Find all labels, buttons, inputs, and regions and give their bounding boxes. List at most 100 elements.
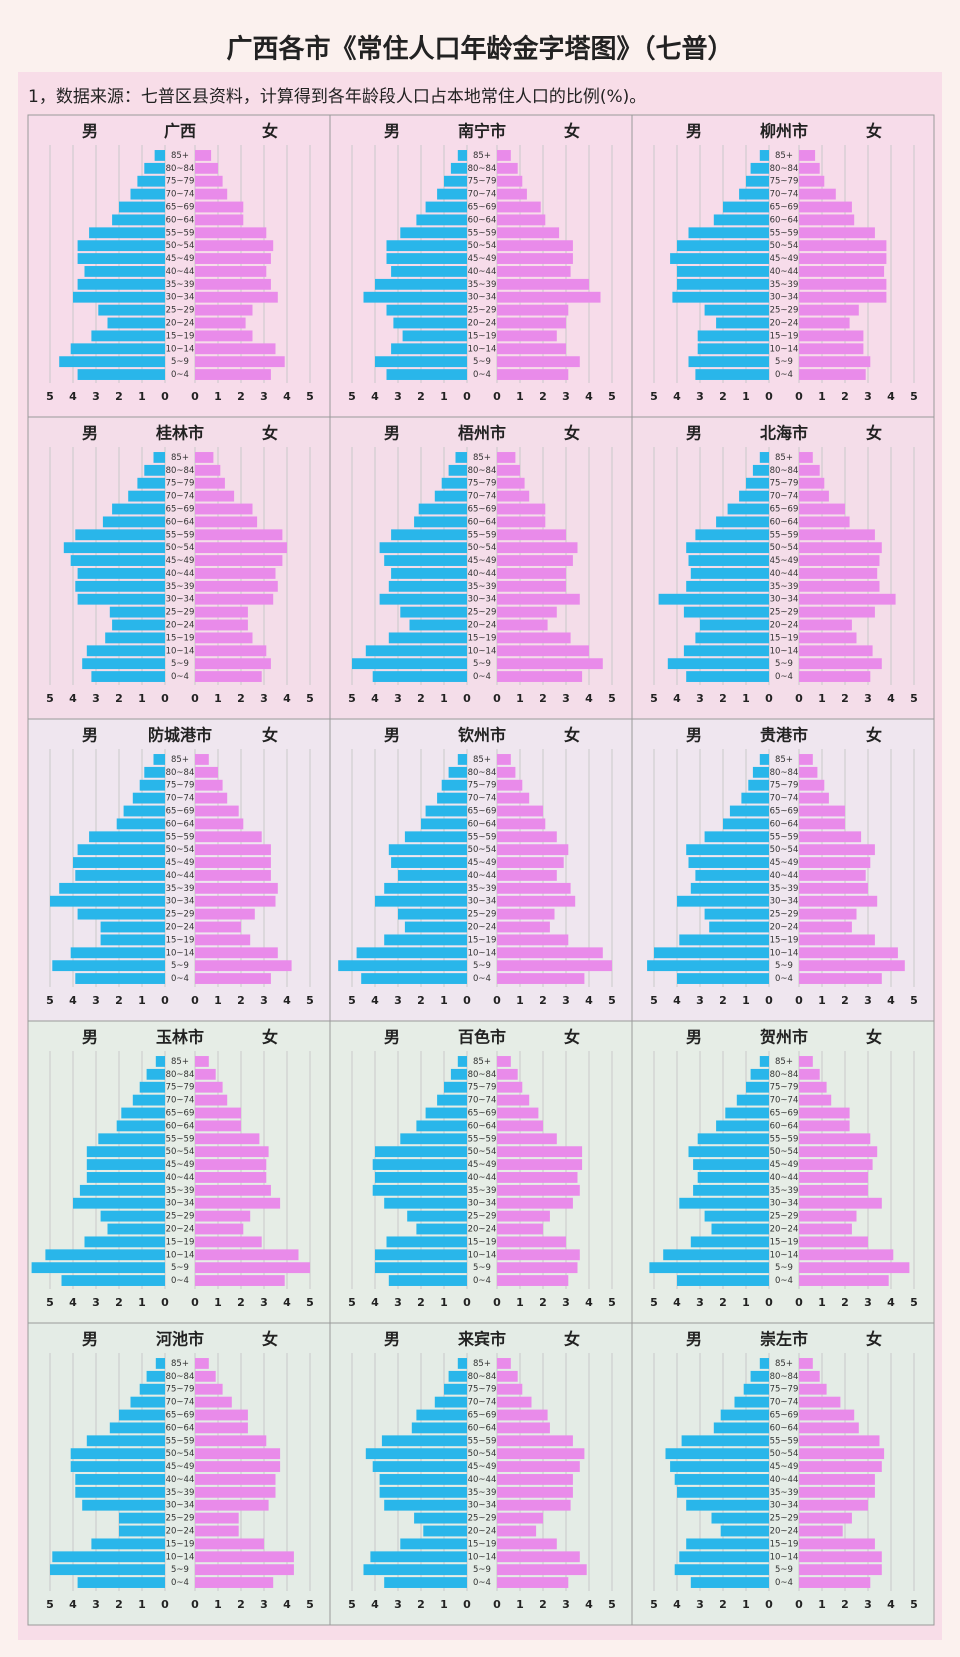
- x-tick-label: 3: [696, 1296, 704, 1309]
- x-tick-label: 4: [283, 692, 291, 705]
- series-label: 男: [82, 1028, 98, 1047]
- male-bar: [686, 844, 769, 856]
- female-bar: [497, 150, 511, 161]
- female-bar: [497, 831, 557, 843]
- male-bar: [391, 568, 467, 579]
- x-tick-label: 3: [394, 994, 402, 1007]
- age-label: 45~49: [468, 858, 497, 868]
- x-tick-label: 5: [348, 1296, 356, 1309]
- age-label: 20~24: [468, 319, 497, 329]
- x-tick-label: 3: [92, 692, 100, 705]
- x-tick-label: 4: [371, 1598, 379, 1611]
- male-bar: [146, 1068, 165, 1080]
- female-bar: [497, 606, 557, 618]
- female-bar: [497, 1172, 578, 1183]
- male-bar: [386, 369, 467, 380]
- pyramid-panel: 0 0 1 1 2 2 3 3 4 4 5 5 男 玉林市 女 85+ 80~84 75~79 70~74 65~69…: [27, 1020, 331, 1324]
- age-label: 10~14: [770, 1250, 799, 1260]
- female-bar: [497, 870, 557, 881]
- male-bar: [372, 1159, 467, 1170]
- age-label: 85+: [171, 453, 189, 463]
- female-bar: [195, 947, 278, 959]
- age-label: 80~84: [770, 466, 799, 476]
- male-bar: [386, 304, 467, 316]
- male-bar: [400, 1133, 467, 1145]
- x-tick-label: 1: [214, 390, 222, 403]
- male-bar: [695, 369, 769, 380]
- male-bar: [409, 619, 467, 631]
- female-bar: [195, 330, 253, 342]
- female-bar: [497, 1551, 580, 1563]
- x-tick-label: 4: [283, 994, 291, 1007]
- male-bar: [450, 162, 467, 174]
- x-tick-label: 1: [516, 692, 524, 705]
- male-bar: [402, 330, 467, 342]
- female-bar: [195, 464, 221, 476]
- male-bar: [105, 632, 165, 644]
- female-bar: [195, 1370, 216, 1382]
- male-bar: [759, 754, 769, 765]
- pyramid-panel: 0 0 1 1 2 2 3 3 4 4 5 5 男 崇左市 女 85+ 80~84 75~79 70~74 65~69…: [631, 1322, 935, 1626]
- age-label: 15~19: [468, 1237, 497, 1247]
- female-bar: [195, 960, 292, 972]
- female-bar: [195, 1474, 276, 1485]
- female-bar: [799, 542, 882, 554]
- male-bar: [144, 162, 165, 174]
- female-bar: [799, 766, 818, 778]
- x-tick-label: 4: [69, 390, 77, 403]
- age-label: 40~44: [468, 871, 497, 881]
- age-label: 10~14: [166, 646, 195, 656]
- male-bar: [697, 1172, 769, 1183]
- male-bar: [73, 1197, 165, 1209]
- x-tick-label: 3: [562, 390, 570, 403]
- x-tick-label: 4: [69, 1598, 77, 1611]
- male-bar: [77, 908, 165, 920]
- female-bar: [799, 1538, 875, 1550]
- age-label: 5~9: [171, 357, 189, 367]
- female-bar: [195, 1275, 285, 1286]
- male-bar: [79, 1184, 165, 1196]
- male-bar: [139, 779, 165, 791]
- age-label: 45~49: [468, 254, 497, 264]
- age-label: 50~54: [166, 1449, 195, 1459]
- age-label: 30~34: [770, 293, 799, 303]
- age-label: 75~79: [166, 177, 195, 187]
- male-bar: [89, 831, 165, 843]
- x-tick-label: 0: [463, 1598, 471, 1611]
- age-label: 65~69: [770, 807, 799, 817]
- female-bar: [497, 580, 566, 592]
- age-label: 0~4: [171, 974, 189, 984]
- female-bar: [799, 343, 864, 355]
- male-bar: [384, 882, 467, 894]
- female-bar: [497, 1056, 511, 1067]
- x-tick-label: 5: [650, 692, 658, 705]
- x-tick-label: 3: [394, 692, 402, 705]
- female-bar: [195, 516, 258, 528]
- age-label: 10~14: [770, 948, 799, 958]
- age-label: 50~54: [770, 1449, 799, 1459]
- male-bar: [448, 464, 467, 476]
- age-label: 55~59: [166, 228, 195, 238]
- female-bar: [195, 619, 248, 631]
- x-tick-label: 2: [417, 692, 425, 705]
- series-label: 女: [564, 726, 580, 745]
- x-tick-label: 4: [673, 692, 681, 705]
- male-bar: [750, 1370, 769, 1382]
- pyramid-panel: 0 0 1 1 2 2 3 3 4 4 5 5 男 防城港市 女 85+ 80~84 75~79 70~74 65~6…: [27, 718, 331, 1022]
- male-bar: [77, 568, 165, 579]
- male-bar: [677, 266, 769, 277]
- male-bar: [739, 188, 769, 200]
- x-tick-label: 0: [493, 1296, 501, 1309]
- x-tick-label: 4: [69, 1296, 77, 1309]
- female-bar: [195, 253, 271, 264]
- x-tick-label: 0: [765, 390, 773, 403]
- female-bar: [497, 1435, 573, 1447]
- x-tick-label: 1: [818, 994, 826, 1007]
- x-tick-label: 3: [260, 390, 268, 403]
- male-bar: [437, 188, 467, 200]
- female-bar: [799, 278, 887, 290]
- age-label: 70~74: [770, 190, 799, 200]
- female-bar: [195, 356, 285, 368]
- x-tick-label: 1: [516, 390, 524, 403]
- female-bar: [497, 1210, 550, 1222]
